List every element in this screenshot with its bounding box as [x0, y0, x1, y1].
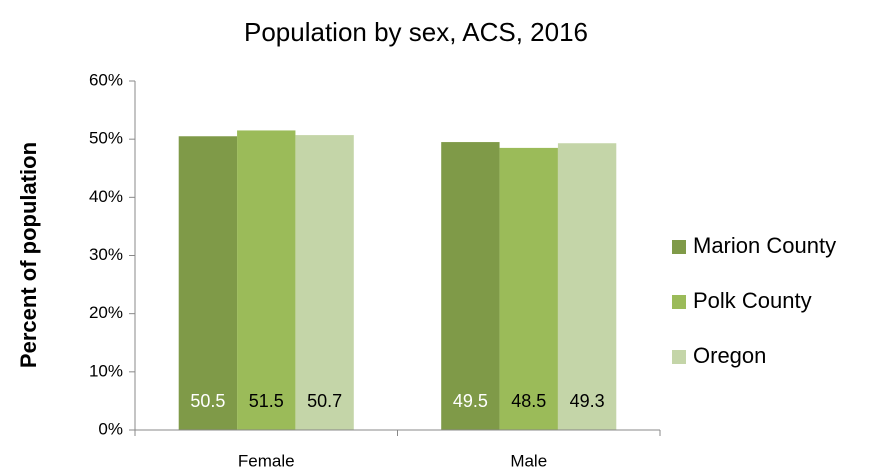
y-tick-label: 30%	[89, 245, 123, 264]
x-tick-label: Male	[510, 451, 547, 470]
y-tick-label: 0%	[98, 419, 123, 438]
bar	[295, 135, 354, 430]
data-label: 50.7	[307, 391, 342, 411]
bar	[178, 136, 238, 430]
data-label: 51.5	[249, 391, 284, 411]
y-tick-label: 60%	[89, 70, 123, 89]
legend-swatch	[672, 240, 686, 254]
x-tick-label: Female	[238, 451, 295, 470]
legend-label: Oregon	[693, 343, 766, 368]
data-label: 48.5	[511, 391, 546, 411]
bar	[557, 143, 617, 430]
y-tick-label: 40%	[89, 187, 123, 206]
bar	[499, 147, 558, 430]
y-tick-label: 10%	[89, 361, 123, 380]
bar	[237, 130, 296, 431]
legend-swatch	[672, 350, 686, 364]
data-label: 50.5	[190, 391, 225, 411]
data-label: 49.3	[570, 391, 605, 411]
legend-swatch	[672, 295, 686, 309]
legend-label: Marion County	[693, 233, 836, 258]
y-tick-label: 50%	[89, 129, 123, 148]
y-tick-label: 20%	[89, 303, 123, 322]
legend-label: Polk County	[693, 288, 812, 313]
bar	[441, 142, 500, 430]
y-axis-label: Percent of population	[16, 142, 41, 368]
chart-title: Population by sex, ACS, 2016	[244, 17, 588, 47]
data-label: 49.5	[453, 391, 488, 411]
